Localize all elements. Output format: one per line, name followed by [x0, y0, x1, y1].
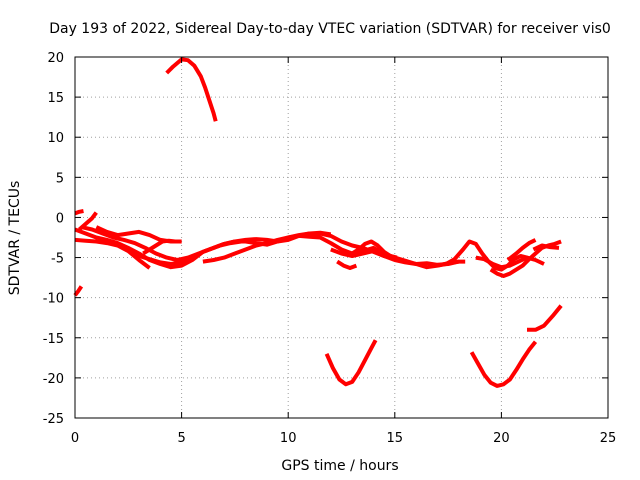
y-tick-label: -15: [43, 332, 64, 347]
series-arc-s: [527, 304, 563, 332]
series-arc-p: [532, 243, 560, 252]
series-arc-top: [165, 57, 218, 122]
series-arc-k: [351, 239, 398, 260]
series-arc-o: [506, 238, 537, 262]
series-layer: [73, 57, 563, 388]
x-tick-label: 20: [493, 431, 510, 446]
y-tick-label: 10: [47, 131, 64, 146]
y-tick-label: -25: [43, 412, 64, 427]
series-arc-m: [475, 255, 545, 270]
y-tick-label: -10: [43, 292, 64, 307]
y-tick-label: -5: [51, 252, 64, 267]
y-tick-label: 0: [56, 211, 64, 226]
x-tick-label: 15: [387, 431, 404, 446]
series-arc-j: [336, 259, 358, 270]
x-tick-label: 25: [600, 431, 617, 446]
y-tick-label: 15: [47, 91, 64, 106]
y-tick-label: 20: [47, 51, 64, 66]
series-arc-e: [142, 238, 182, 256]
series-arc-r: [469, 340, 538, 388]
chart-title: Day 193 of 2022, Sidereal Day-to-day VTE…: [49, 21, 611, 37]
x-tick-label: 5: [177, 431, 185, 446]
series-arc-h: [212, 230, 332, 250]
series-arc-left-top: [74, 209, 84, 216]
series-arc-b: [74, 237, 151, 270]
plot-frame: [74, 56, 609, 419]
y-axis-label: SDTVAR / TECUs: [7, 181, 23, 296]
x-axis-label: GPS time / hours: [281, 458, 398, 474]
series-arc-left-low: [73, 285, 84, 297]
ticks: 0 5 10 15 20 25 -25 -20 -15 -10 -5 0 5 10 15 20: [43, 51, 617, 446]
y-tick-label: -20: [43, 372, 64, 387]
series-arc-q: [324, 339, 378, 387]
y-tick-label: 5: [56, 171, 64, 186]
x-tick-label: 0: [71, 431, 79, 446]
x-tick-label: 10: [280, 431, 297, 446]
